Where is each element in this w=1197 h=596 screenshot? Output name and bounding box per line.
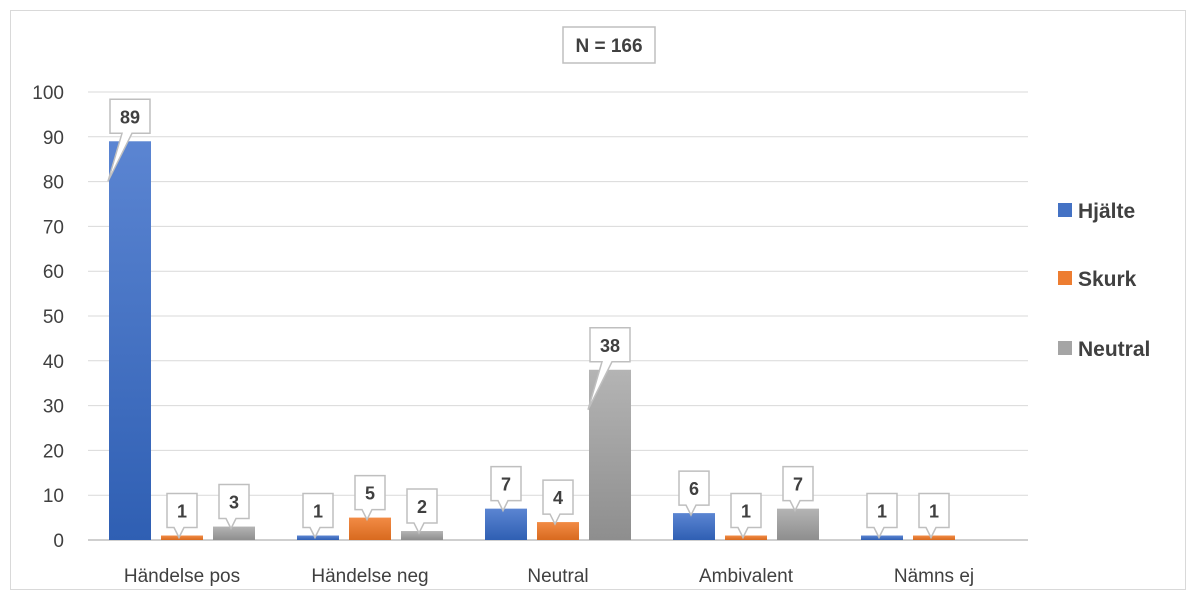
bar — [401, 531, 443, 540]
y-tick-label: 80 — [43, 173, 64, 194]
data-label: 1 — [877, 502, 887, 522]
x-tick-label: Händelse neg — [311, 566, 428, 587]
x-tick-label: Ambivalent — [699, 566, 794, 587]
bar — [213, 526, 255, 540]
bars — [109, 141, 955, 540]
bar — [297, 535, 339, 540]
y-tick-label: 50 — [43, 307, 64, 328]
data-label: 38 — [600, 336, 620, 356]
bar — [161, 535, 203, 540]
data-label: 6 — [689, 479, 699, 499]
y-tick-label: 40 — [43, 352, 64, 373]
bar — [725, 535, 767, 540]
legend-label: Skurk — [1078, 268, 1137, 291]
data-label: 5 — [365, 484, 375, 504]
data-label-callout — [107, 98, 151, 182]
data-label-callout — [866, 492, 898, 540]
y-tick-label: 30 — [43, 397, 64, 418]
chart-title-group: N = 166 — [562, 26, 656, 64]
data-label-callout — [166, 492, 198, 540]
data-labels: 89 1 3 1 5 2 7 4 38 6 1 7 1 1 — [107, 98, 950, 540]
data-label-callout — [354, 474, 386, 522]
legend-swatch — [1058, 203, 1072, 217]
data-label-callout — [542, 479, 574, 526]
data-label-callout — [406, 488, 438, 535]
data-label-callout — [218, 483, 250, 531]
legend-label: Hjälte — [1078, 200, 1135, 223]
y-tick-label: 10 — [43, 486, 64, 507]
gridlines — [88, 91, 1028, 541]
data-label-callout — [490, 465, 522, 513]
y-tick-label: 100 — [32, 83, 64, 104]
x-axis-ticks: Händelse pos Händelse neg Neutral Ambivalen… — [124, 566, 974, 587]
x-tick-label: Neutral — [527, 566, 588, 587]
bar — [589, 369, 631, 540]
bar — [109, 141, 151, 540]
data-label: 1 — [929, 502, 939, 522]
data-label: 7 — [501, 475, 511, 495]
y-tick-label: 60 — [43, 262, 64, 283]
chart-title: N = 166 — [575, 36, 642, 57]
legend-swatch — [1058, 271, 1072, 285]
data-label-callout — [782, 465, 814, 513]
bar — [673, 513, 715, 540]
data-label: 1 — [741, 502, 751, 522]
data-label-callout — [302, 492, 334, 540]
data-label: 4 — [553, 488, 563, 508]
data-label: 2 — [417, 497, 427, 517]
x-tick-label: Händelse pos — [124, 566, 240, 587]
legend: Hjälte Skurk Neutral — [1058, 200, 1150, 361]
y-tick-label: 20 — [43, 441, 64, 462]
bar — [913, 535, 955, 540]
data-label-callout — [587, 327, 631, 411]
data-label: 3 — [229, 493, 239, 513]
y-tick-label: 0 — [53, 531, 64, 552]
bar — [537, 522, 579, 540]
y-axis-ticks: 0 10 20 30 40 50 60 70 80 90 100 — [32, 83, 64, 552]
data-label-callout — [918, 492, 950, 540]
x-tick-label: Nämns ej — [894, 566, 974, 587]
chart-title-box — [562, 26, 656, 64]
data-label: 1 — [313, 502, 323, 522]
bar — [349, 517, 391, 540]
data-label: 1 — [177, 502, 187, 522]
data-label-callout — [730, 492, 762, 540]
data-label-callout — [678, 470, 710, 517]
legend-swatch — [1058, 341, 1072, 355]
data-label: 7 — [793, 475, 803, 495]
legend-label: Neutral — [1078, 338, 1150, 361]
bar — [777, 508, 819, 540]
y-tick-label: 70 — [43, 217, 64, 238]
bar — [861, 535, 903, 540]
bar — [485, 508, 527, 540]
data-label: 89 — [120, 107, 140, 127]
y-tick-label: 90 — [43, 128, 64, 149]
